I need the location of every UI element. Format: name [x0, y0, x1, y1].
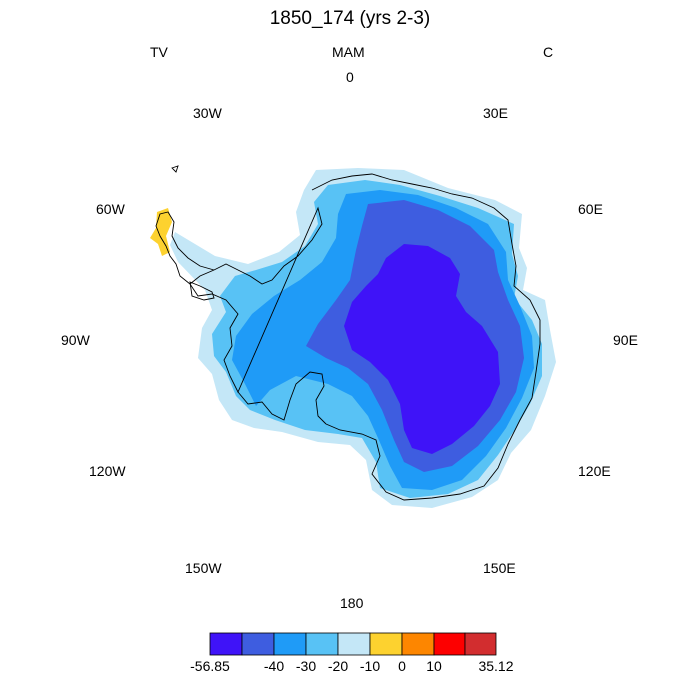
- lon-label-120w: 120W: [89, 463, 126, 479]
- lon-label-150e: 150E: [483, 560, 516, 576]
- coastline-east-antarctica: [311, 173, 541, 501]
- contour-fills: [150, 168, 556, 508]
- colorbar-box-7: [401, 632, 435, 656]
- units-label: C: [543, 44, 554, 60]
- coastline-ice-shelf: [189, 281, 215, 301]
- colorbar-label-1: -56.85: [190, 658, 230, 674]
- lon-label-90e: 90E: [613, 332, 638, 348]
- lon-label-120e: 120E: [578, 463, 611, 479]
- colorbar-labels: -56.85 -40 -30 -20 -10 0 10 35.12: [190, 658, 514, 674]
- colorbar-label-5: -10: [360, 658, 380, 674]
- lon-label-30w: 30W: [193, 105, 222, 121]
- coastline: [155, 165, 541, 501]
- season-label: MAM: [332, 44, 365, 60]
- colorbar-box-4: [305, 632, 339, 656]
- colorbar-label-6: 0: [398, 658, 406, 674]
- lon-label-150w: 150W: [185, 560, 222, 576]
- colorbar-label-8: 35.12: [478, 658, 513, 674]
- colorbar-box-5: [337, 632, 371, 656]
- colorbar-box-2: [241, 632, 275, 656]
- lon-label-30e: 30E: [483, 105, 508, 121]
- colorbar-box-3: [273, 632, 307, 656]
- map-title: 1850_174 (yrs 2-3): [269, 8, 431, 29]
- colorbar-label-4: -20: [328, 658, 348, 674]
- colorbar-boxes: [209, 632, 497, 656]
- colorbar-label-2: -40: [264, 658, 284, 674]
- lon-label-180: 180: [340, 595, 364, 611]
- colorbar-box-8: [433, 632, 466, 656]
- coastline-peninsula: [155, 211, 215, 285]
- colorbar-box-1: [209, 632, 243, 656]
- fill-core: [344, 244, 500, 454]
- colorbar-label-3: -30: [296, 658, 316, 674]
- lon-label-90w: 90W: [61, 332, 90, 348]
- colorbar-box-6: [369, 632, 403, 656]
- lon-label-0: 0: [346, 69, 354, 85]
- colorbar-label-7: 10: [426, 658, 442, 674]
- fill-peninsula-warm: [150, 208, 172, 256]
- coastline-island: [171, 165, 179, 173]
- variable-label: TV: [150, 44, 168, 60]
- coastline-ross-sea: [237, 371, 327, 425]
- lon-label-60w: 60W: [96, 201, 125, 217]
- lon-label-60e: 60E: [578, 201, 603, 217]
- colorbar-box-9: [464, 632, 497, 656]
